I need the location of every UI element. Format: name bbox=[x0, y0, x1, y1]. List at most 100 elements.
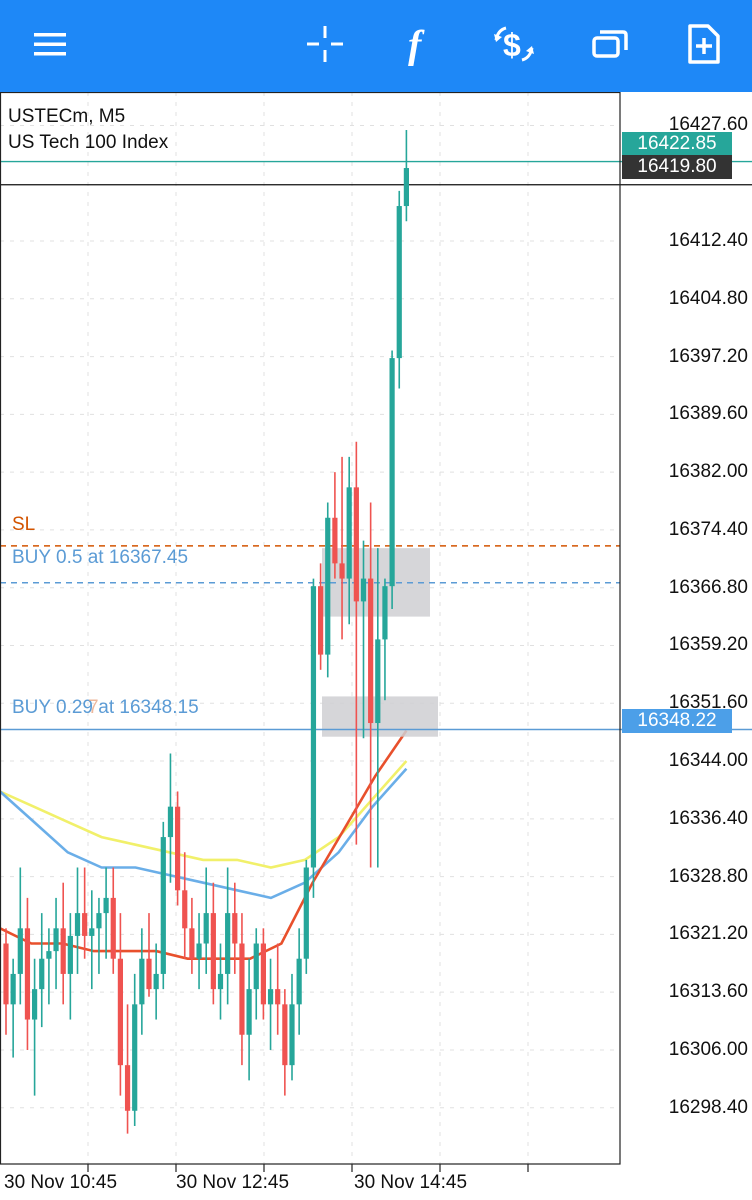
candle-body bbox=[203, 913, 209, 944]
symbol-label: USTECm, M5 bbox=[8, 106, 126, 127]
candle-body bbox=[368, 578, 374, 724]
moving-average-line-3 bbox=[0, 729, 408, 961]
moving-average-line-1 bbox=[0, 760, 408, 869]
indicators-button[interactable]: f bbox=[388, 14, 452, 74]
candle-body bbox=[225, 913, 231, 974]
new-order-icon bbox=[688, 24, 720, 64]
candle-body bbox=[132, 1004, 138, 1111]
windows-icon bbox=[592, 30, 628, 58]
candle-body bbox=[67, 935, 73, 974]
price-axis-label: 16427.60 bbox=[668, 114, 748, 136]
new-order-button[interactable] bbox=[672, 14, 736, 74]
candle-body bbox=[275, 989, 281, 1005]
candle-body bbox=[153, 973, 159, 990]
candle-body bbox=[396, 206, 402, 359]
moving-average-line-2 bbox=[0, 767, 408, 900]
candle-body bbox=[124, 1065, 131, 1111]
order1-label: BUY 0.5 at 16367.45 bbox=[12, 547, 189, 568]
candle-body bbox=[146, 958, 152, 990]
candle-body bbox=[318, 586, 324, 655]
price-axis-label: 16374.40 bbox=[668, 518, 748, 540]
price-axis-label: 16359.20 bbox=[668, 634, 748, 656]
candle-body bbox=[175, 806, 181, 891]
candle-body bbox=[96, 913, 102, 929]
position-price-tag: 16348.22 bbox=[622, 709, 732, 733]
candle-body bbox=[325, 517, 331, 655]
svg-text:f: f bbox=[408, 22, 425, 66]
candle-body bbox=[117, 958, 123, 1066]
plot-frame bbox=[0, 92, 621, 1165]
time-label-3: 30 Nov 14:45 bbox=[354, 1172, 468, 1193]
candle-body bbox=[253, 943, 259, 990]
windows-button[interactable] bbox=[578, 14, 642, 74]
crosshair-icon bbox=[307, 26, 343, 62]
indicators-icon: f bbox=[408, 22, 425, 66]
time-label-1: 30 Nov 10:45 bbox=[4, 1172, 118, 1193]
trade-icon: $ bbox=[494, 26, 534, 63]
candle-body bbox=[382, 586, 388, 640]
candle-body bbox=[160, 837, 166, 974]
candle-body bbox=[3, 943, 9, 1005]
candle-body bbox=[82, 913, 88, 936]
price-axis-label: 16321.20 bbox=[668, 923, 748, 945]
candle-body bbox=[139, 958, 145, 1005]
price-axis-label: 16382.00 bbox=[668, 461, 748, 483]
candle-body bbox=[346, 487, 352, 579]
candle-body bbox=[110, 897, 116, 959]
candle-body bbox=[60, 928, 66, 974]
candle-body bbox=[282, 1004, 288, 1066]
candle-body bbox=[10, 973, 16, 1005]
candle-body bbox=[260, 943, 266, 1005]
crosshair-button[interactable] bbox=[293, 14, 357, 74]
price-axis-label: 16336.40 bbox=[668, 807, 748, 829]
candle-body bbox=[353, 487, 359, 602]
candle-body bbox=[167, 806, 174, 838]
symbol-description: US Tech 100 Index bbox=[8, 132, 169, 153]
candle-body bbox=[232, 913, 238, 944]
candle-body bbox=[267, 989, 274, 1005]
candle-body bbox=[289, 1004, 295, 1066]
candle-body bbox=[32, 989, 38, 1020]
price-axis-label: 16306.00 bbox=[668, 1038, 748, 1060]
price-axis-label: 16298.40 bbox=[668, 1096, 748, 1118]
price-axis-label: 16389.60 bbox=[668, 403, 748, 425]
candle-body bbox=[46, 951, 52, 959]
candle-body bbox=[17, 928, 23, 974]
candle-body bbox=[246, 989, 252, 1035]
candle-body bbox=[332, 517, 338, 564]
order2-overlay-digit: 7 bbox=[88, 697, 99, 718]
candle-body bbox=[339, 563, 345, 579]
candle-body bbox=[296, 958, 302, 1005]
sl-label: SL bbox=[12, 514, 36, 535]
menu-icon bbox=[34, 33, 66, 56]
price-chart[interactable] bbox=[0, 92, 752, 1200]
price-axis-label: 16412.40 bbox=[668, 230, 748, 251]
candle-body bbox=[310, 586, 317, 868]
svg-text:$: $ bbox=[503, 27, 521, 63]
candle-body bbox=[53, 928, 59, 952]
menu-button[interactable] bbox=[18, 14, 82, 74]
price-axis-label: 16351.60 bbox=[668, 692, 748, 714]
candle-body bbox=[196, 943, 202, 959]
candle-body bbox=[210, 913, 216, 990]
price-axis-label: 16404.80 bbox=[668, 287, 748, 309]
candle-body bbox=[389, 358, 395, 587]
candle-body bbox=[182, 890, 188, 929]
price-axis-label: 16397.20 bbox=[668, 345, 748, 367]
chart-area[interactable]: USTECm, M5 US Tech 100 Index 16427.60 164… bbox=[0, 92, 752, 1200]
bid-price-tag: 16419.80 bbox=[622, 155, 732, 179]
candle-body bbox=[39, 958, 45, 990]
candle-body bbox=[103, 897, 109, 914]
candle-body bbox=[189, 928, 195, 959]
order2-label: BUY 0.29 at 16348.15 bbox=[12, 697, 199, 718]
candle-body bbox=[403, 168, 409, 207]
trade-button[interactable]: $ bbox=[482, 14, 546, 74]
price-axis-label: 16344.00 bbox=[668, 750, 748, 772]
candle-body bbox=[360, 578, 367, 602]
candle-body bbox=[89, 928, 95, 936]
candle-body bbox=[217, 973, 224, 990]
candle-body bbox=[375, 639, 381, 724]
candle-body bbox=[24, 928, 31, 1020]
time-label-2: 30 Nov 12:45 bbox=[176, 1172, 290, 1193]
candle-body bbox=[239, 943, 245, 1035]
